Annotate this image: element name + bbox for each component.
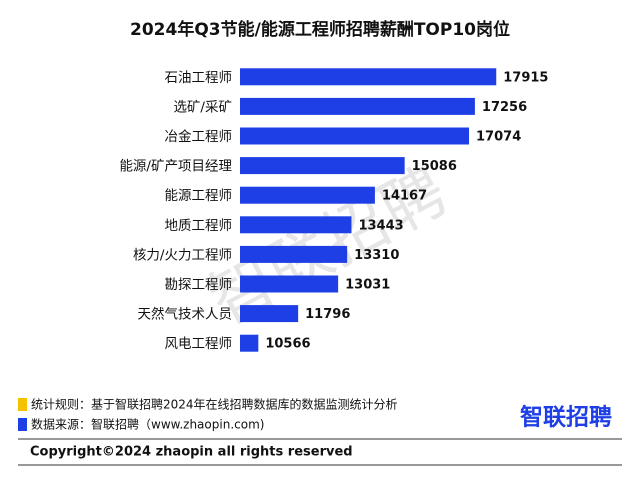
footnote: 统计规则：基于智联招聘2024年在线招聘数据库的数据监测统计分析	[31, 397, 398, 412]
category-label: 能源/矿产项目经理	[119, 159, 232, 175]
bar	[240, 334, 259, 352]
value-label: 11796	[305, 307, 350, 322]
category-label: 石油工程师	[165, 70, 233, 86]
value-label: 15086	[412, 159, 457, 174]
bar	[240, 216, 352, 234]
bar	[240, 127, 470, 145]
value-label: 17074	[476, 130, 521, 145]
value-label: 10566	[265, 337, 310, 352]
logo: 智联招聘	[520, 404, 612, 431]
bar	[240, 275, 339, 293]
value-label: 13310	[354, 248, 399, 263]
category-label: 天然气技术人员	[138, 306, 233, 323]
category-label: 核力/火力工程师	[133, 247, 232, 263]
bar	[240, 305, 299, 323]
chart-title: 2024年Q3节能/能源工程师招聘薪酬TOP10岗位	[130, 19, 510, 40]
note-marker	[18, 398, 27, 411]
category-label: 选矿/采矿	[173, 99, 232, 115]
note-marker	[18, 418, 27, 431]
bar	[240, 97, 475, 115]
copyright: Copyright©2024 zhaopin all rights reserv…	[30, 445, 353, 460]
footnote: 数据来源：智联招聘（www.zhaopin.com)	[31, 417, 264, 432]
value-label: 13031	[345, 278, 390, 293]
value-label: 13443	[358, 218, 403, 233]
category-label: 冶金工程师	[165, 129, 233, 145]
bar	[240, 157, 405, 175]
bar	[240, 68, 497, 86]
category-label: 风电工程师	[165, 336, 233, 352]
value-label: 17915	[503, 70, 548, 85]
value-label: 14167	[382, 189, 427, 204]
bar	[240, 245, 348, 263]
value-label: 17256	[482, 100, 527, 115]
category-label: 地质工程师	[165, 218, 233, 234]
category-label: 勘探工程师	[165, 277, 233, 293]
category-label: 能源工程师	[165, 188, 233, 204]
bar	[240, 186, 375, 204]
